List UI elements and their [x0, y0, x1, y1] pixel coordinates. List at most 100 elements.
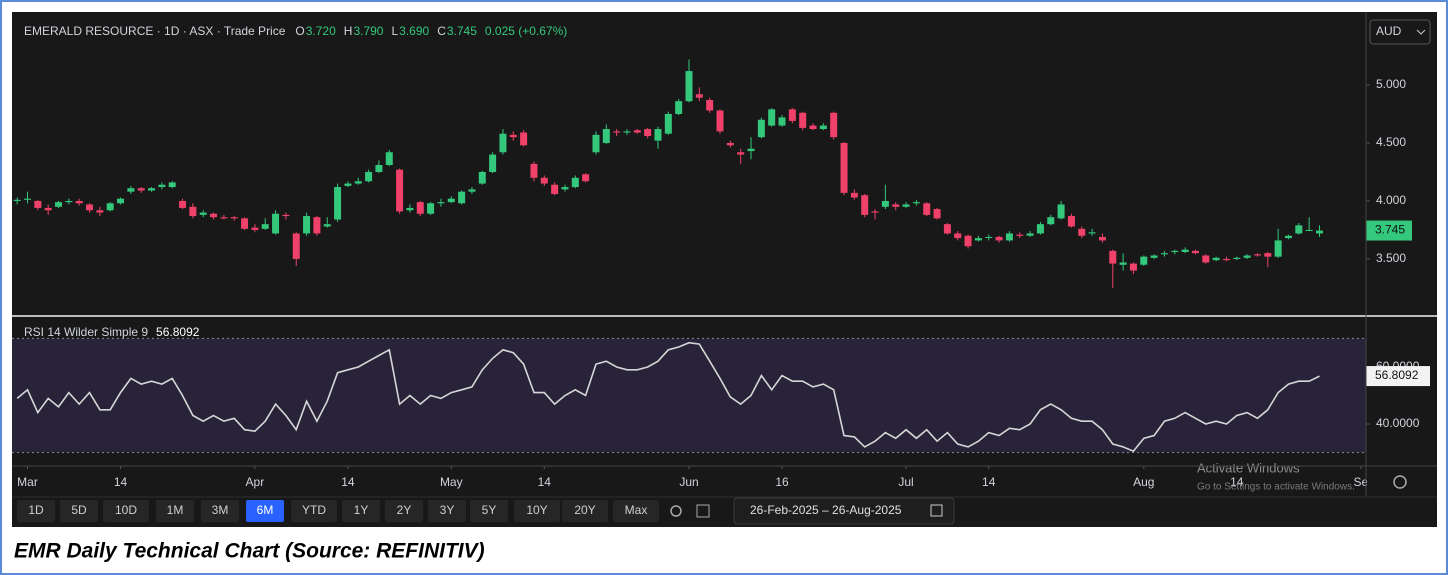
range-button[interactable] — [342, 500, 380, 522]
candle-body — [189, 206, 197, 217]
x-tick-label: Jun — [679, 475, 698, 489]
candle-body — [96, 210, 104, 213]
calendar-icon[interactable] — [930, 504, 943, 517]
date-range[interactable]: 26-Feb-2025 – 26-Aug-2025 — [750, 503, 902, 517]
candle-body — [1253, 254, 1261, 256]
candle-body — [840, 142, 848, 193]
y-tick-label: 40.0000 — [1376, 416, 1420, 430]
candle-body — [261, 224, 269, 229]
candle-body — [272, 213, 280, 234]
candle-body — [24, 198, 32, 200]
watermark-subtitle: Go to Settings to activate Windows. — [1197, 482, 1355, 493]
candle-body — [117, 198, 125, 204]
candle-body — [943, 224, 951, 234]
currency: AUD — [1376, 24, 1402, 38]
range-button[interactable] — [385, 500, 423, 522]
range-button-label[interactable]: 3M — [212, 503, 229, 517]
candle-body — [365, 171, 373, 182]
range-button[interactable] — [17, 500, 55, 522]
range-button[interactable] — [246, 500, 284, 522]
range-button-label[interactable]: 20Y — [574, 503, 595, 517]
range-button[interactable] — [562, 500, 608, 522]
candle-body — [902, 204, 910, 207]
candle-body — [458, 191, 466, 204]
candle-body — [199, 212, 207, 215]
candle-body — [1222, 258, 1230, 261]
candle-body — [168, 182, 176, 188]
range-button-label[interactable]: 5D — [71, 503, 87, 517]
candle-body — [633, 130, 641, 133]
candle-body — [1047, 217, 1055, 225]
candle-body — [675, 101, 683, 114]
rsi-line — [16, 341, 1320, 453]
candle-body — [520, 132, 528, 146]
candle-body — [1098, 236, 1106, 241]
range-button[interactable] — [156, 500, 194, 522]
range-button[interactable] — [470, 500, 508, 522]
candle-body — [323, 224, 331, 227]
range-button-label[interactable]: 3Y — [440, 503, 455, 517]
candle-body — [613, 131, 621, 133]
candle-body — [530, 163, 538, 178]
candle-body — [912, 202, 920, 204]
x-tick-label: 14 — [538, 475, 552, 489]
candle-body — [726, 142, 734, 146]
range-button[interactable] — [103, 500, 149, 522]
candle-body — [334, 187, 342, 220]
table-button[interactable] — [696, 504, 710, 518]
candle-body — [313, 217, 321, 234]
settings-button[interactable] — [670, 505, 682, 517]
candle-body — [1295, 225, 1303, 234]
candle-body — [292, 233, 300, 259]
date-range-box[interactable] — [733, 497, 955, 525]
range-button-label[interactable]: 1D — [28, 503, 44, 517]
candle-body — [923, 203, 931, 215]
candle-body — [747, 148, 755, 152]
range-button[interactable] — [514, 500, 560, 522]
settings-icon[interactable] — [1393, 475, 1407, 489]
candle-body — [1264, 253, 1272, 257]
candle-body — [871, 211, 879, 213]
legend-label: H — [344, 24, 353, 38]
candle-body — [230, 217, 238, 219]
range-button[interactable] — [291, 500, 337, 522]
range-button-label[interactable]: 10D — [115, 503, 137, 517]
candle-body — [933, 209, 941, 219]
candle-body — [1119, 262, 1127, 265]
candle-body — [447, 198, 455, 203]
candle-body — [406, 207, 414, 211]
candle-body — [344, 183, 352, 186]
range-button-label[interactable]: 1M — [167, 503, 184, 517]
candle-body — [86, 204, 94, 211]
range-button-label[interactable]: Max — [625, 503, 648, 517]
candle-body — [1036, 224, 1044, 234]
candle-body — [303, 216, 311, 234]
currency-select[interactable] — [1369, 19, 1431, 45]
candle-body — [251, 227, 259, 230]
candle-body — [106, 203, 114, 211]
candle-body — [788, 109, 796, 121]
candle-body — [695, 94, 703, 98]
range-button-label[interactable]: 2Y — [397, 503, 412, 517]
legend-value: 3.745 — [447, 24, 477, 38]
range-button[interactable] — [60, 500, 98, 522]
candle-body — [850, 192, 858, 198]
candle-body — [75, 200, 83, 204]
candle-body — [1274, 240, 1282, 257]
range-button-label[interactable]: 1Y — [354, 503, 369, 517]
candle-body — [974, 238, 982, 241]
candle-body — [1057, 204, 1065, 219]
candle-body — [375, 165, 383, 172]
candle-body — [778, 117, 786, 126]
range-button[interactable] — [613, 500, 659, 522]
range-button[interactable] — [201, 500, 239, 522]
range-button-label[interactable]: 10Y — [526, 503, 547, 517]
range-button-label[interactable]: YTD — [302, 503, 326, 517]
candle-body — [437, 202, 445, 204]
candle-body — [1088, 232, 1096, 234]
candle-body — [1284, 235, 1292, 239]
range-button[interactable] — [428, 500, 466, 522]
candle-body — [396, 169, 404, 212]
range-button-label[interactable]: 5Y — [482, 503, 497, 517]
range-button-label[interactable]: 6M — [257, 503, 274, 517]
